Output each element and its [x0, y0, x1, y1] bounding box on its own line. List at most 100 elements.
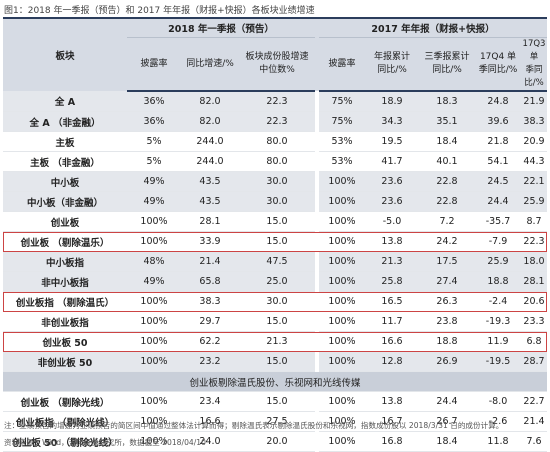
table-cell: 16.6: [365, 331, 419, 352]
column-gap: [315, 151, 319, 172]
table-cell: 23.4: [181, 391, 239, 412]
table-cell: 15.0: [239, 351, 315, 372]
table-cell: 100%: [319, 291, 365, 312]
table-cell: 12.8: [365, 351, 419, 372]
table-cell: 22.3: [239, 91, 315, 112]
table-cell: 75%: [319, 111, 365, 132]
table-cell: 244.0: [181, 131, 239, 152]
table-cell: 15.0: [239, 311, 315, 332]
section-row: 创业板剔除温氏股份、乐视网和光线传媒: [3, 371, 548, 392]
table-cell: 65.8: [181, 271, 239, 292]
column-gap: [315, 331, 319, 352]
column-gap: [315, 291, 319, 312]
column-gap: [315, 271, 319, 292]
table-cell: 6.8: [521, 331, 548, 352]
table-cell: 82.0: [181, 111, 239, 132]
table-cell: 100%: [319, 271, 365, 292]
sector-name: 全 A （非金融）: [3, 111, 127, 132]
table-cell: 100%: [319, 191, 365, 212]
table-cell: 62.2: [181, 331, 239, 352]
column-gap: [315, 411, 319, 432]
performance-table-container: 板块 2018 年一季报（预告） 2017 年年报（财报+快报） 披露率 同比增…: [3, 17, 548, 452]
table-cell: 80.0: [239, 151, 315, 172]
table-row: 创业板 50 （剔除光线） 100% 24.0 20.0 100% 16.8 18.4 11.…: [3, 431, 548, 452]
table-cell: 30.0: [239, 171, 315, 192]
table-cell: 18.9: [365, 91, 419, 112]
table-cell: 49%: [127, 271, 181, 292]
table-row: 中小板指 48% 21.4 47.5 100% 21.3 17.5 25.9 18.0: [3, 251, 548, 272]
table-row: 全 A 36% 82.0 22.3 75% 18.9 18.3 24.8 21.9: [3, 91, 548, 112]
table-cell: 27.5: [239, 411, 315, 432]
table-cell: 22.8: [419, 171, 475, 192]
table-cell: 25.8: [365, 271, 419, 292]
table-row: 主板 （非金融） 5% 244.0 80.0 53% 41.7 40.1 54.1 44.3: [3, 151, 548, 172]
column-gap: [315, 211, 319, 232]
table-cell: 16.5: [365, 291, 419, 312]
table-cell: 23.2: [181, 351, 239, 372]
table-cell: 16.8: [365, 431, 419, 452]
table-cell: 7.6: [521, 431, 548, 452]
table-cell: 26.3: [419, 291, 475, 312]
table-cell: 80.0: [239, 131, 315, 152]
table-cell: 24.4: [419, 391, 475, 412]
table-cell: 5%: [127, 151, 181, 172]
table-cell: 100%: [319, 231, 365, 252]
table-cell: 22.7: [521, 391, 548, 412]
table-cell: -2.4: [475, 291, 521, 312]
table-cell: 22.8: [419, 191, 475, 212]
table-cell: 27.4: [419, 271, 475, 292]
table-cell: 16.7: [365, 411, 419, 432]
column-header: 同比增速/%: [181, 37, 239, 92]
table-cell: 33.9: [181, 231, 239, 252]
table-cell: 100%: [319, 311, 365, 332]
table-cell: 15.0: [239, 391, 315, 412]
sector-name: 中小板: [3, 171, 127, 192]
table-row: 全 A （非金融） 36% 82.0 22.3 75% 34.3 35.1 39.6 38.3: [3, 111, 548, 132]
table-cell: 24.5: [475, 171, 521, 192]
source-note: 资料来源：Wind，天风证券研究所，数据截至 2018/04/10: [4, 438, 206, 447]
table-cell: 47.5: [239, 251, 315, 272]
column-header-sector: 板块: [3, 17, 127, 91]
table-cell: 36%: [127, 91, 181, 112]
sector-name: 中小板（非金融）: [3, 191, 127, 212]
sector-name: 主板: [3, 131, 127, 152]
column-header: 披露率: [319, 37, 365, 92]
table-cell: 100%: [127, 311, 181, 332]
table-cell: 100%: [127, 391, 181, 412]
table-cell: 43.5: [181, 191, 239, 212]
table-cell: 100%: [319, 431, 365, 452]
footnote: 注：业绩预告的增速为业绩预告的简区间中值通过整体法计算而得；剔除温氏表示剔除温氏…: [4, 421, 504, 430]
table-cell: 82.0: [181, 91, 239, 112]
sector-name: 非创业板 50: [3, 351, 127, 372]
table-cell: 40.1: [419, 151, 475, 172]
column-header: 三季报累计 同比/%: [419, 37, 475, 92]
table-row: 创业板 100% 28.1 15.0 100% -5.0 7.2 -35.7 8.7: [3, 211, 548, 232]
table-cell: 44.3: [521, 151, 548, 172]
table-cell: 24.2: [419, 231, 475, 252]
table-row: 中小板 49% 43.5 30.0 100% 23.6 22.8 24.5 22.1: [3, 171, 548, 192]
table-cell: 15.0: [239, 231, 315, 252]
table-cell: 100%: [319, 351, 365, 372]
table-cell: 100%: [319, 171, 365, 192]
group-header-2017-annual: 2017 年年报（财报+快报）: [319, 17, 548, 38]
table-cell: 244.0: [181, 151, 239, 172]
table-row: 非创业板 50 100% 23.2 15.0 100% 12.8 26.9 -19.5 28.7: [3, 351, 548, 372]
column-header: 17Q3 单 季同比/%: [521, 37, 548, 92]
table-cell: 48%: [127, 251, 181, 272]
table-row: 创业板 50 100% 62.2 21.3 100% 16.6 18.8 11.9 6.8: [3, 331, 548, 352]
table-cell: 24.4: [475, 191, 521, 212]
column-header: 17Q4 单 季同比/%: [475, 37, 521, 92]
performance-table: 板块 2018 年一季报（预告） 2017 年年报（财报+快报） 披露率 同比增…: [3, 17, 548, 452]
table-cell: -2.6: [475, 411, 521, 432]
column-gap: [315, 351, 319, 372]
sector-name: 创业板 50 （剔除光线）: [3, 431, 127, 452]
table-cell: 25.9: [521, 191, 548, 212]
sector-name: 全 A: [3, 91, 127, 112]
table-cell: 18.3: [419, 91, 475, 112]
table-row: 主板 5% 244.0 80.0 53% 19.5 18.4 21.8 20.9: [3, 131, 548, 152]
column-gap: [315, 391, 319, 412]
table-body: 全 A 36% 82.0 22.3 75% 18.9 18.3 24.8 21.9 全 A （非金…: [3, 91, 548, 452]
section-label: 创业板剔除温氏股份、乐视网和光线传媒: [3, 371, 548, 392]
table-cell: -8.0: [475, 391, 521, 412]
table-cell: -7.9: [475, 231, 521, 252]
